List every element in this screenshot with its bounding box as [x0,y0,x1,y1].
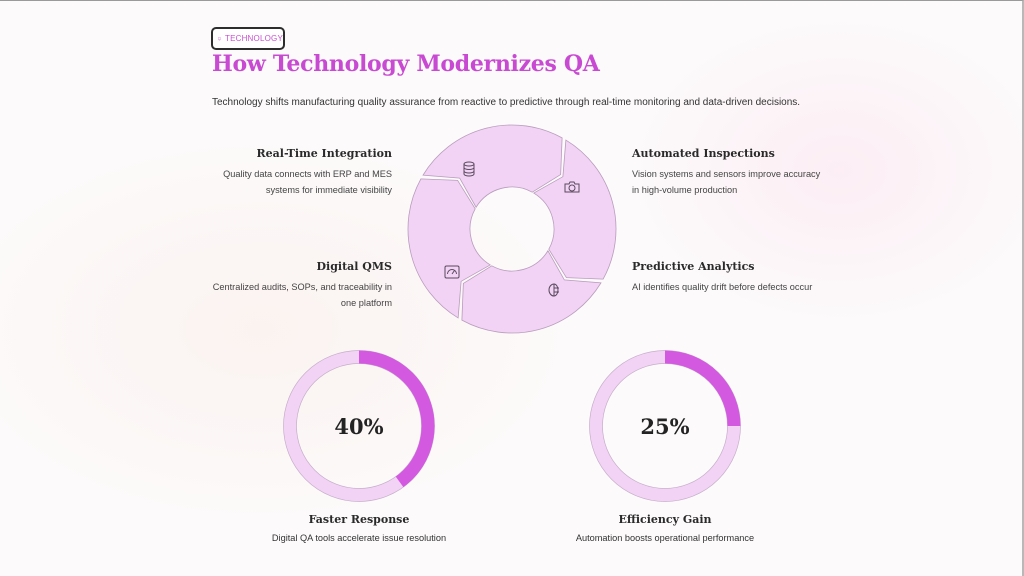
category-tag-label: TECHNOLOGY [224,34,283,43]
feature-description: Centralized audits, SOPs, and traceabili… [212,282,392,308]
category-tag: TECHNOLOGY [211,27,285,50]
page-subtitle: Technology shifts manufacturing quality … [212,97,801,108]
brain-icon [548,283,559,297]
feature-digital-qms: Digital QMS Centralized audits, SOPs, an… [202,260,392,311]
cycle-diagram [407,124,617,334]
segment-digital-qms [407,178,492,319]
gauge-progress-arc [358,350,435,488]
gauge-value: 40% [334,413,384,439]
feature-title: Predictive Analytics [632,260,755,273]
metric-efficiency-gain: Efficiency Gain Automation boosts operat… [535,513,795,543]
gauge-icon [444,265,460,279]
feature-real-time-integration: Real-Time Integration Quality data conne… [202,147,392,198]
camera-icon [564,181,580,193]
feature-description: Quality data connects with ERP and MES s… [223,169,392,195]
feature-automated-inspections: Automated Inspections Vision systems and… [632,147,822,198]
database-icon [463,161,475,177]
page-title: How Technology Modernizes QA [212,51,600,77]
feature-title: Digital QMS [316,260,392,273]
metric-title: Efficiency Gain [618,513,712,526]
metric-title: Faster Response [308,513,410,526]
metric-gauge-efficiency-gain: 25% [585,346,745,506]
segment-predictive-analytics [461,249,602,334]
feature-title: Automated Inspections [632,147,775,160]
metric-gauge-faster-response: 40% [279,346,439,506]
monitor-icon [218,37,221,40]
feature-title: Real-Time Integration [256,147,392,160]
feature-description: Vision systems and sensors improve accur… [632,169,821,195]
metric-faster-response: Faster Response Digital QA tools acceler… [229,513,489,543]
gauge-value: 25% [640,413,690,439]
segment-real-time-integration [422,124,563,209]
gauge-progress-arc [664,350,741,427]
feature-description: AI identifies quality drift before defec… [632,282,813,292]
metric-description: Automation boosts operational performanc… [575,533,755,543]
segment-automated-inspections [532,139,617,280]
metric-description: Digital QA tools accelerate issue resolu… [271,533,447,543]
feature-predictive-analytics: Predictive Analytics AI identifies quali… [632,260,822,295]
